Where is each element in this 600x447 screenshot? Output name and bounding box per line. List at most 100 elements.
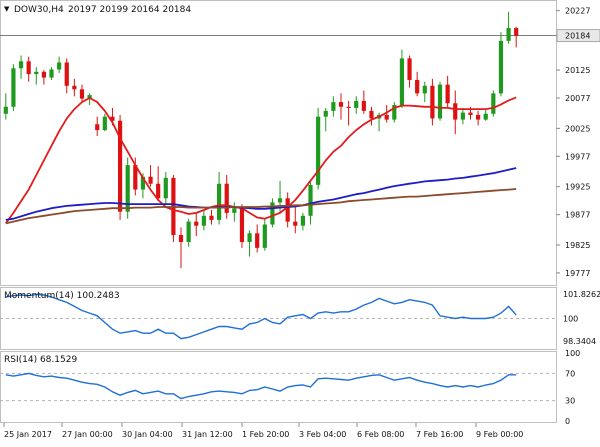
- candle-bull: [460, 112, 465, 120]
- price-tick-label: 20025: [565, 124, 590, 133]
- candle-bull: [300, 215, 305, 226]
- sma-slow-line: [5, 188, 517, 225]
- candle-bear: [64, 62, 69, 86]
- candle-bull: [140, 176, 146, 190]
- candle-bull: [87, 95, 92, 99]
- candle-bear: [156, 183, 161, 199]
- current-price-label: 20184: [565, 32, 590, 41]
- x-tick-label: 1 Feb 20:00: [242, 430, 289, 439]
- axes-labels: 20227 20125 20077 20025 19977 19925 19877 19825…: [3, 7, 600, 439]
- candle-bull: [437, 84, 443, 119]
- candle-bear: [194, 221, 199, 226]
- candle-bear: [430, 85, 435, 119]
- candle-bear: [384, 114, 389, 120]
- candle-bear: [407, 58, 412, 80]
- rsi-tick-label: 70: [565, 369, 575, 378]
- candle-bear: [148, 176, 153, 184]
- rsi-tick-label: 0: [565, 417, 570, 426]
- candle-bull: [262, 224, 267, 248]
- candle-bull: [11, 68, 16, 107]
- candle-bear: [415, 79, 420, 94]
- candle-bear: [361, 100, 366, 111]
- momentum-plot: [0, 293, 556, 340]
- candle-bear: [224, 183, 229, 213]
- candle-bull: [232, 208, 237, 213]
- x-tick-label: 7 Feb 16:00: [416, 430, 463, 439]
- price-moving-averages: [5, 96, 517, 225]
- rsi-tick-label: 30: [565, 397, 575, 406]
- candle-bear: [293, 221, 298, 226]
- sma-fast-line: [5, 96, 517, 224]
- candle-bear: [255, 233, 260, 248]
- momentum-tick-label: 101.8262: [563, 290, 600, 299]
- candle-bull: [3, 106, 8, 114]
- x-tick-label: 9 Feb 00:00: [476, 430, 523, 439]
- price-tick-label: 19777: [565, 269, 590, 278]
- candle-bull: [125, 165, 130, 212]
- candle-bear: [468, 112, 473, 115]
- candle-bull: [331, 102, 336, 111]
- candle-bull: [34, 71, 39, 75]
- rsi-plot: [0, 372, 556, 402]
- candle-bull: [422, 85, 427, 94]
- price-tick-label: 20077: [565, 94, 590, 103]
- candle-bull: [270, 202, 275, 225]
- candle-bull: [57, 62, 62, 70]
- candle-bull: [18, 61, 24, 69]
- candle-bull: [354, 100, 359, 108]
- candle-bear: [117, 120, 123, 212]
- candle-bear: [514, 28, 519, 36]
- rsi-title: RSI(14) 68.1529: [4, 355, 77, 365]
- x-tick-label: 31 Jan 12:00: [182, 430, 233, 439]
- price-tick-label: 20125: [565, 66, 590, 75]
- dropdown-arrow-icon[interactable]: ▼: [4, 5, 10, 13]
- candle-bull: [316, 116, 321, 185]
- candle-bull: [201, 215, 206, 226]
- candle-bear: [178, 235, 184, 243]
- candle-bear: [133, 165, 138, 190]
- sma-mid-line: [5, 167, 517, 221]
- candle-bull: [392, 105, 397, 120]
- candle-bear: [285, 198, 290, 222]
- price-tick-label: 19825: [565, 241, 590, 250]
- candle-bull: [247, 233, 252, 243]
- x-tick-label: 30 Jan 04:00: [122, 430, 173, 439]
- candle-bull: [399, 58, 405, 106]
- price-tick-label: 19977: [565, 152, 590, 161]
- candle-bull: [277, 198, 283, 203]
- candle-bull: [186, 221, 191, 243]
- candle-bull: [483, 113, 488, 120]
- candle-bear: [72, 85, 77, 90]
- x-tick-label: 3 Feb 04:00: [299, 430, 346, 439]
- candle-bear: [26, 61, 31, 75]
- momentum-tick-label: 100: [563, 315, 578, 324]
- candle-bear: [338, 102, 344, 107]
- price-tick-label: 19925: [565, 183, 590, 192]
- momentum-line: [5, 293, 517, 340]
- x-tick-label: 27 Jan 00:00: [62, 430, 113, 439]
- price-candles: [3, 11, 519, 269]
- candle-bull: [491, 93, 496, 114]
- ohlc-label: 20197 20199 20164 20184: [68, 5, 191, 15]
- candle-bear: [369, 110, 374, 119]
- momentum-title: Momentum(14) 100.2483: [4, 291, 120, 301]
- momentum-tick-label: 98.3404: [563, 337, 596, 346]
- rsi-pane-frame: [0, 351, 557, 423]
- symbol-label: DOW30,H4: [14, 5, 64, 15]
- candle-bull: [163, 177, 168, 199]
- candle-bull: [506, 28, 511, 41]
- x-tick-label: 25 Jan 2017: [4, 430, 52, 439]
- candle-bear: [346, 106, 351, 108]
- candle-bear: [476, 114, 481, 120]
- rsi-tick-label: 100: [565, 349, 580, 358]
- candle-bear: [209, 215, 214, 220]
- candle-bull: [498, 40, 504, 94]
- rsi-line: [5, 372, 517, 400]
- candle-bear: [445, 84, 450, 104]
- candle-bear: [79, 89, 85, 99]
- candle-bull: [323, 110, 328, 117]
- x-tick-label: 6 Feb 08:00: [357, 430, 404, 439]
- candle-bull: [217, 183, 222, 220]
